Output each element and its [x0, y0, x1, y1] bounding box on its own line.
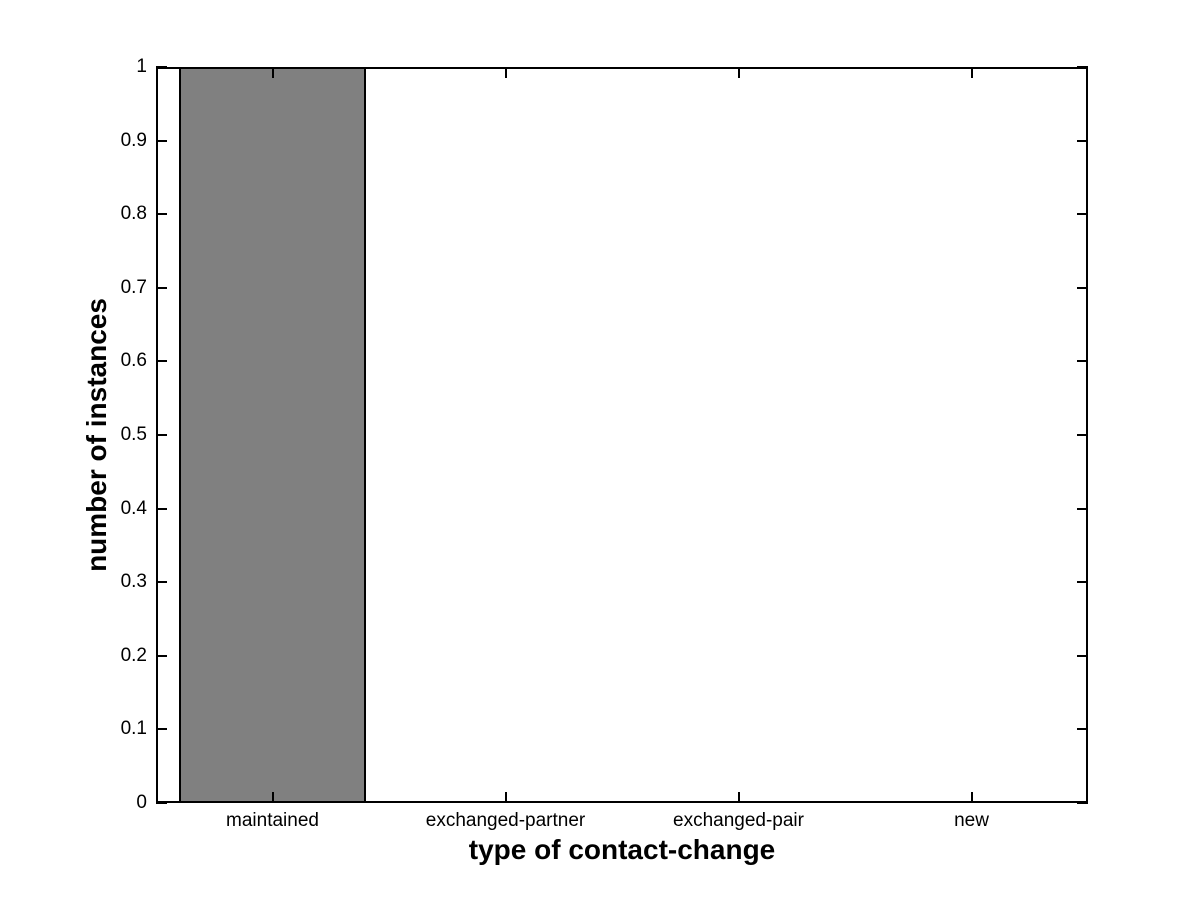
x-tick-bottom: [271, 792, 274, 803]
y-tick-left: [156, 654, 167, 657]
y-tick-label: 0.3: [120, 571, 147, 593]
y-tick-left: [156, 360, 167, 363]
y-tick-left: [156, 802, 167, 804]
y-tick-label: 0.4: [120, 497, 147, 519]
x-tick-bottom: [737, 792, 740, 803]
bar-maintained: [179, 67, 366, 803]
y-tick-right: [1077, 139, 1088, 142]
y-tick-right: [1077, 507, 1088, 510]
y-tick-left: [156, 507, 167, 510]
x-tick-label-exchanged-pair: exchanged-pair: [673, 810, 804, 831]
y-tick-right: [1077, 66, 1088, 68]
y-tick-left: [156, 728, 167, 731]
y-tick-right: [1077, 213, 1088, 216]
y-tick-right: [1077, 581, 1088, 584]
x-tick-top: [504, 67, 507, 78]
y-tick-label: 0.1: [120, 718, 147, 740]
y-tick-right: [1077, 434, 1088, 436]
y-tick-label: 0.8: [120, 203, 147, 225]
x-tick-top: [737, 67, 740, 78]
x-tick-top: [970, 67, 973, 78]
y-tick-label: 0.2: [120, 644, 147, 666]
y-tick-left: [156, 286, 167, 289]
y-tick-right: [1077, 728, 1088, 731]
y-tick-right: [1077, 654, 1088, 657]
x-tick-bottom: [970, 792, 973, 803]
y-tick-label: 0: [136, 792, 147, 813]
y-tick-left: [156, 139, 167, 142]
y-tick-right: [1077, 286, 1088, 289]
y-tick-label: 0.5: [120, 424, 147, 445]
x-tick-label-new: new: [954, 810, 989, 831]
y-tick-right: [1077, 802, 1088, 804]
y-tick-left: [156, 66, 167, 68]
x-tick-label-maintained: maintained: [226, 810, 319, 831]
x-tick-bottom: [504, 792, 507, 803]
x-axis-label: type of contact-change: [468, 834, 776, 865]
y-tick-label: 0.7: [120, 276, 147, 298]
y-tick-left: [156, 581, 167, 584]
y-tick-label: 0.6: [120, 350, 147, 372]
x-tick-label-exchanged-partner: exchanged-partner: [425, 810, 586, 831]
y-tick-left: [156, 434, 167, 436]
y-tick-left: [156, 213, 167, 216]
x-tick-top: [271, 67, 274, 78]
y-tick-right: [1077, 360, 1088, 363]
y-tick-label: 0.9: [120, 129, 147, 151]
y-tick-label: 1: [136, 56, 147, 77]
